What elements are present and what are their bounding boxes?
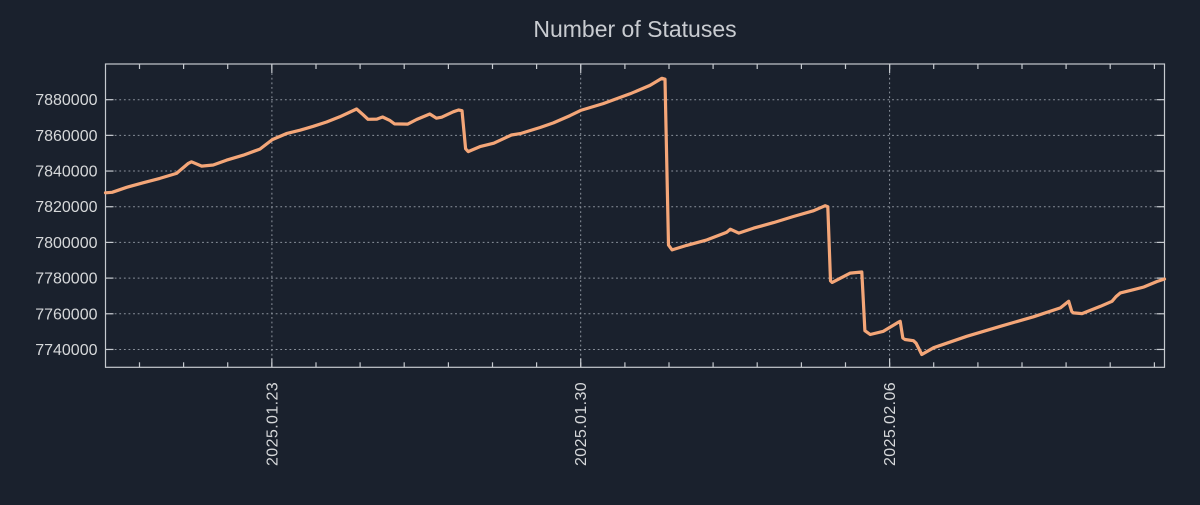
- y-tick-labels: 7740000 7760000 7780000 7800000 7820000 78400…: [35, 92, 97, 359]
- svg-text:7820000: 7820000: [35, 199, 97, 216]
- svg-text:7800000: 7800000: [35, 235, 97, 252]
- svg-text:2025.01.23: 2025.01.23: [264, 382, 281, 466]
- series-line: [103, 76, 1167, 357]
- svg-text:7760000: 7760000: [35, 306, 97, 323]
- y-axis-ticks: [105, 99, 1165, 351]
- svg-text:2025.02.06: 2025.02.06: [882, 382, 899, 466]
- x-axis-ticks: [138, 64, 1156, 368]
- x-tick-labels: 2025.01.23 2025.01.30 2025.02.06: [264, 382, 899, 466]
- svg-text:7780000: 7780000: [35, 271, 97, 288]
- spines: [104, 63, 1166, 368]
- svg-text:7840000: 7840000: [35, 164, 97, 181]
- chart-title: Number of Statuses: [533, 16, 736, 42]
- svg-text:7860000: 7860000: [35, 128, 97, 145]
- svg-text:7740000: 7740000: [35, 342, 97, 359]
- svg-text:2025.01.30: 2025.01.30: [573, 382, 590, 466]
- svg-text:7880000: 7880000: [35, 92, 97, 109]
- gridlines: [105, 64, 1165, 368]
